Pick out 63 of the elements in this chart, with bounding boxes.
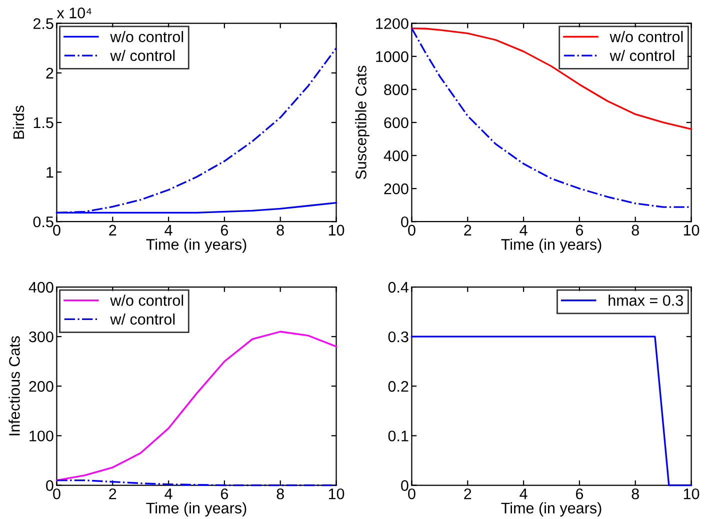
- y-tick-label: 2.5: [33, 18, 54, 30]
- y-tick-label: 0: [401, 480, 408, 491]
- x-tick-label: 6: [220, 488, 228, 500]
- legend-label: w/ control: [610, 50, 674, 62]
- x-tick-label: 6: [220, 224, 228, 236]
- x-tick-label: 2: [464, 224, 472, 236]
- legend-label: hmax = 0.3: [608, 294, 683, 306]
- x-tick-label: 2: [109, 488, 116, 500]
- y-tick-label: 100: [30, 430, 54, 442]
- y-tick-label: 0.3: [388, 331, 408, 342]
- y-tick-label: 1: [46, 167, 54, 178]
- legend-label: w/o control: [610, 30, 683, 42]
- y-tick-label: 0.5: [33, 216, 54, 228]
- y-tick-label: 0: [401, 216, 408, 228]
- y-tick-label: 0: [46, 480, 54, 491]
- x-tick-label: 8: [632, 488, 639, 500]
- y-axis-title: Susceptible Cats: [355, 66, 370, 180]
- x-tick-label: 8: [276, 224, 284, 236]
- y-axis-title: Birds: [12, 106, 24, 139]
- text: x 10⁴: [56, 8, 92, 18]
- x-tick-label: 0: [53, 488, 60, 500]
- y-tick-label: 400: [28, 282, 54, 293]
- x-tick-label: 6: [576, 488, 584, 500]
- x-tick-label: 10: [684, 224, 700, 236]
- line-series: [410, 27, 692, 130]
- line-series: [56, 330, 338, 482]
- y-axis-title: Infectious Cats: [8, 336, 20, 436]
- y-tick-label: 1000: [376, 51, 408, 62]
- y-tick-label: 800: [384, 84, 408, 96]
- x-tick-label: 10: [684, 488, 700, 500]
- x-tick-label: 2: [109, 224, 116, 236]
- y-tick-label: 300: [29, 331, 54, 342]
- x-tick-label: 10: [328, 224, 344, 236]
- legend-label: w/ control: [110, 313, 175, 325]
- x-tick-label: 6: [576, 224, 584, 236]
- y-tick-label: 0.1: [388, 430, 408, 442]
- y-tick-label: 200: [29, 381, 54, 392]
- x-tick-label: 2: [464, 488, 472, 500]
- legend-label: w/ control: [110, 50, 175, 62]
- y-tick-label: 200: [384, 183, 408, 194]
- x-axis-title: Time (in years): [146, 238, 246, 253]
- x-tick-label: 8: [632, 224, 639, 236]
- x-axis-title: Time (in years): [146, 502, 246, 517]
- x-axis-title: Time (in years): [501, 238, 602, 253]
- y-tick-label: 600: [384, 117, 408, 128]
- x-tick-label: 10: [328, 488, 344, 500]
- x-tick-label: 4: [520, 488, 528, 500]
- x-tick-label: 4: [164, 488, 172, 500]
- x-tick-label: 8: [276, 488, 284, 500]
- y-tick-label: 0.4: [388, 282, 409, 293]
- y-tick-label: 1200: [376, 18, 408, 30]
- x-axis-title: Time (in years): [501, 502, 602, 517]
- y-tick-label: 0.2: [388, 381, 408, 392]
- x-tick-label: 0: [408, 224, 416, 236]
- x-tick-label: 0: [53, 224, 60, 236]
- x-tick-label: 0: [408, 488, 416, 500]
- y-tick-label: 1.5: [34, 118, 54, 128]
- y-tick-label: 400: [384, 150, 408, 162]
- x-tick-label: 4: [520, 224, 528, 236]
- y-tick-label: 2: [46, 68, 54, 78]
- x-tick-label: 4: [164, 224, 172, 236]
- legend-label: w/o control: [110, 30, 184, 42]
- legend-label: w/o control: [110, 294, 184, 306]
